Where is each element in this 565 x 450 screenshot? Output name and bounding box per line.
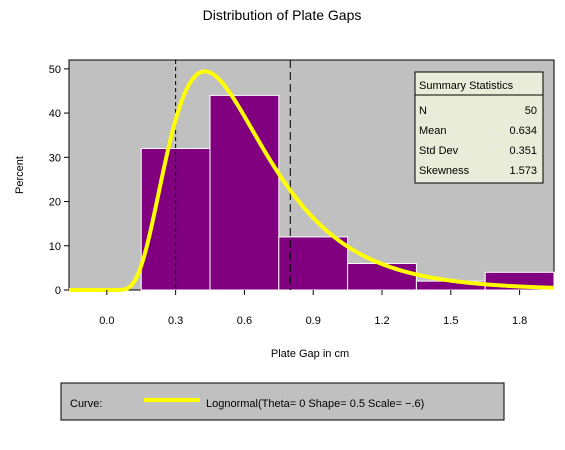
stat-value-skewness: 1.573 bbox=[509, 165, 537, 177]
y-tick-label: 20 bbox=[49, 197, 61, 209]
y-tick-label: 10 bbox=[49, 241, 61, 253]
x-axis-label: Plate Gap in cm bbox=[271, 348, 349, 360]
histogram-bar-1 bbox=[209, 94, 280, 291]
chart-title: Distribution of Plate Gaps bbox=[203, 7, 362, 23]
stat-label-std-dev: Std Dev bbox=[419, 145, 459, 157]
legend-frame bbox=[60, 382, 505, 421]
summary-title: Summary Statistics bbox=[419, 80, 514, 92]
y-tick-label: 50 bbox=[49, 64, 61, 76]
y-tick-label: 0 bbox=[55, 285, 61, 297]
x-tick-label: 1.2 bbox=[374, 315, 389, 327]
y-tick-label: 40 bbox=[49, 108, 61, 120]
x-axis: 0.0 0.3 0.6 0.9 1.2 1.5 1.8 bbox=[99, 290, 527, 327]
x-tick-label: 1.8 bbox=[512, 315, 527, 327]
x-tick-label: 0.9 bbox=[306, 315, 321, 327]
stat-label-skewness: Skewness bbox=[419, 165, 470, 177]
legend-heading: Curve: bbox=[70, 398, 102, 410]
reference-lines bbox=[175, 60, 291, 290]
legend-curve-label: Lognormal(Theta= 0 Shape= 0.5 Scale= −.6… bbox=[206, 398, 424, 410]
histogram-bar-3 bbox=[347, 262, 417, 291]
stat-value-n: 50 bbox=[525, 105, 537, 117]
stat-value-mean: 0.634 bbox=[509, 125, 537, 137]
stat-label-n: N bbox=[419, 105, 427, 117]
legend: Curve: Lognormal(Theta= 0 Shape= 0.5 Sca… bbox=[60, 382, 505, 421]
summary-box-frame bbox=[414, 71, 544, 184]
histogram-bar-2 bbox=[278, 236, 349, 291]
x-tick-label: 0.3 bbox=[168, 315, 183, 327]
x-tick-label: 0.0 bbox=[99, 315, 114, 327]
y-axis: 0 10 20 30 40 50 bbox=[49, 64, 69, 297]
x-tick-label: 0.6 bbox=[237, 315, 252, 327]
x-tick-label: 1.5 bbox=[443, 315, 458, 327]
summary-statistics-box: Summary Statistics N 50 Mean 0.634 Std D… bbox=[414, 71, 544, 184]
lognormal-curve bbox=[69, 69, 555, 292]
stat-label-mean: Mean bbox=[419, 125, 447, 137]
stat-value-std-dev: 0.351 bbox=[509, 145, 537, 157]
y-tick-label: 30 bbox=[49, 152, 61, 164]
y-axis-label: Percent bbox=[14, 156, 26, 194]
